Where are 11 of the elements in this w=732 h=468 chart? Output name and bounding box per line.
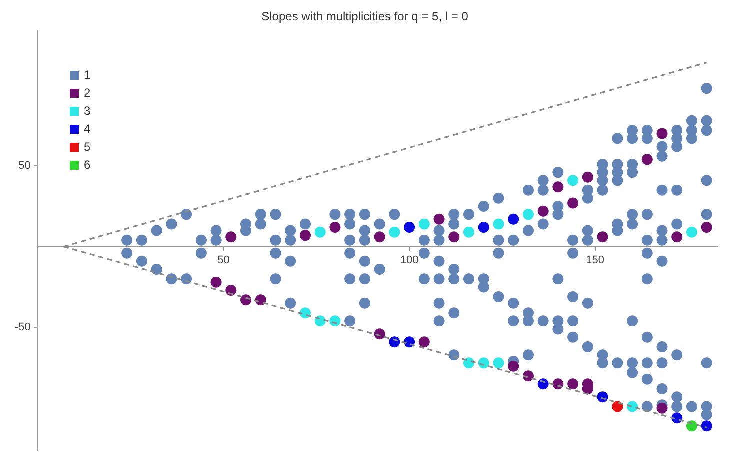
chart-title: Slopes with multiplicities for q = 5, l = 0 xyxy=(262,10,469,24)
legend-label: 6 xyxy=(84,157,91,174)
legend-label: 5 xyxy=(84,139,91,156)
x-tick-label: 100 xyxy=(400,254,419,266)
legend-label: 1 xyxy=(84,67,91,84)
x-tick-label: 150 xyxy=(586,254,605,266)
y-tick-label: -50 xyxy=(14,322,31,334)
legend-label: 2 xyxy=(84,85,91,102)
legend-label: 3 xyxy=(84,103,91,120)
x-tick-label: 50 xyxy=(218,254,230,266)
legend-label: 4 xyxy=(84,121,91,138)
